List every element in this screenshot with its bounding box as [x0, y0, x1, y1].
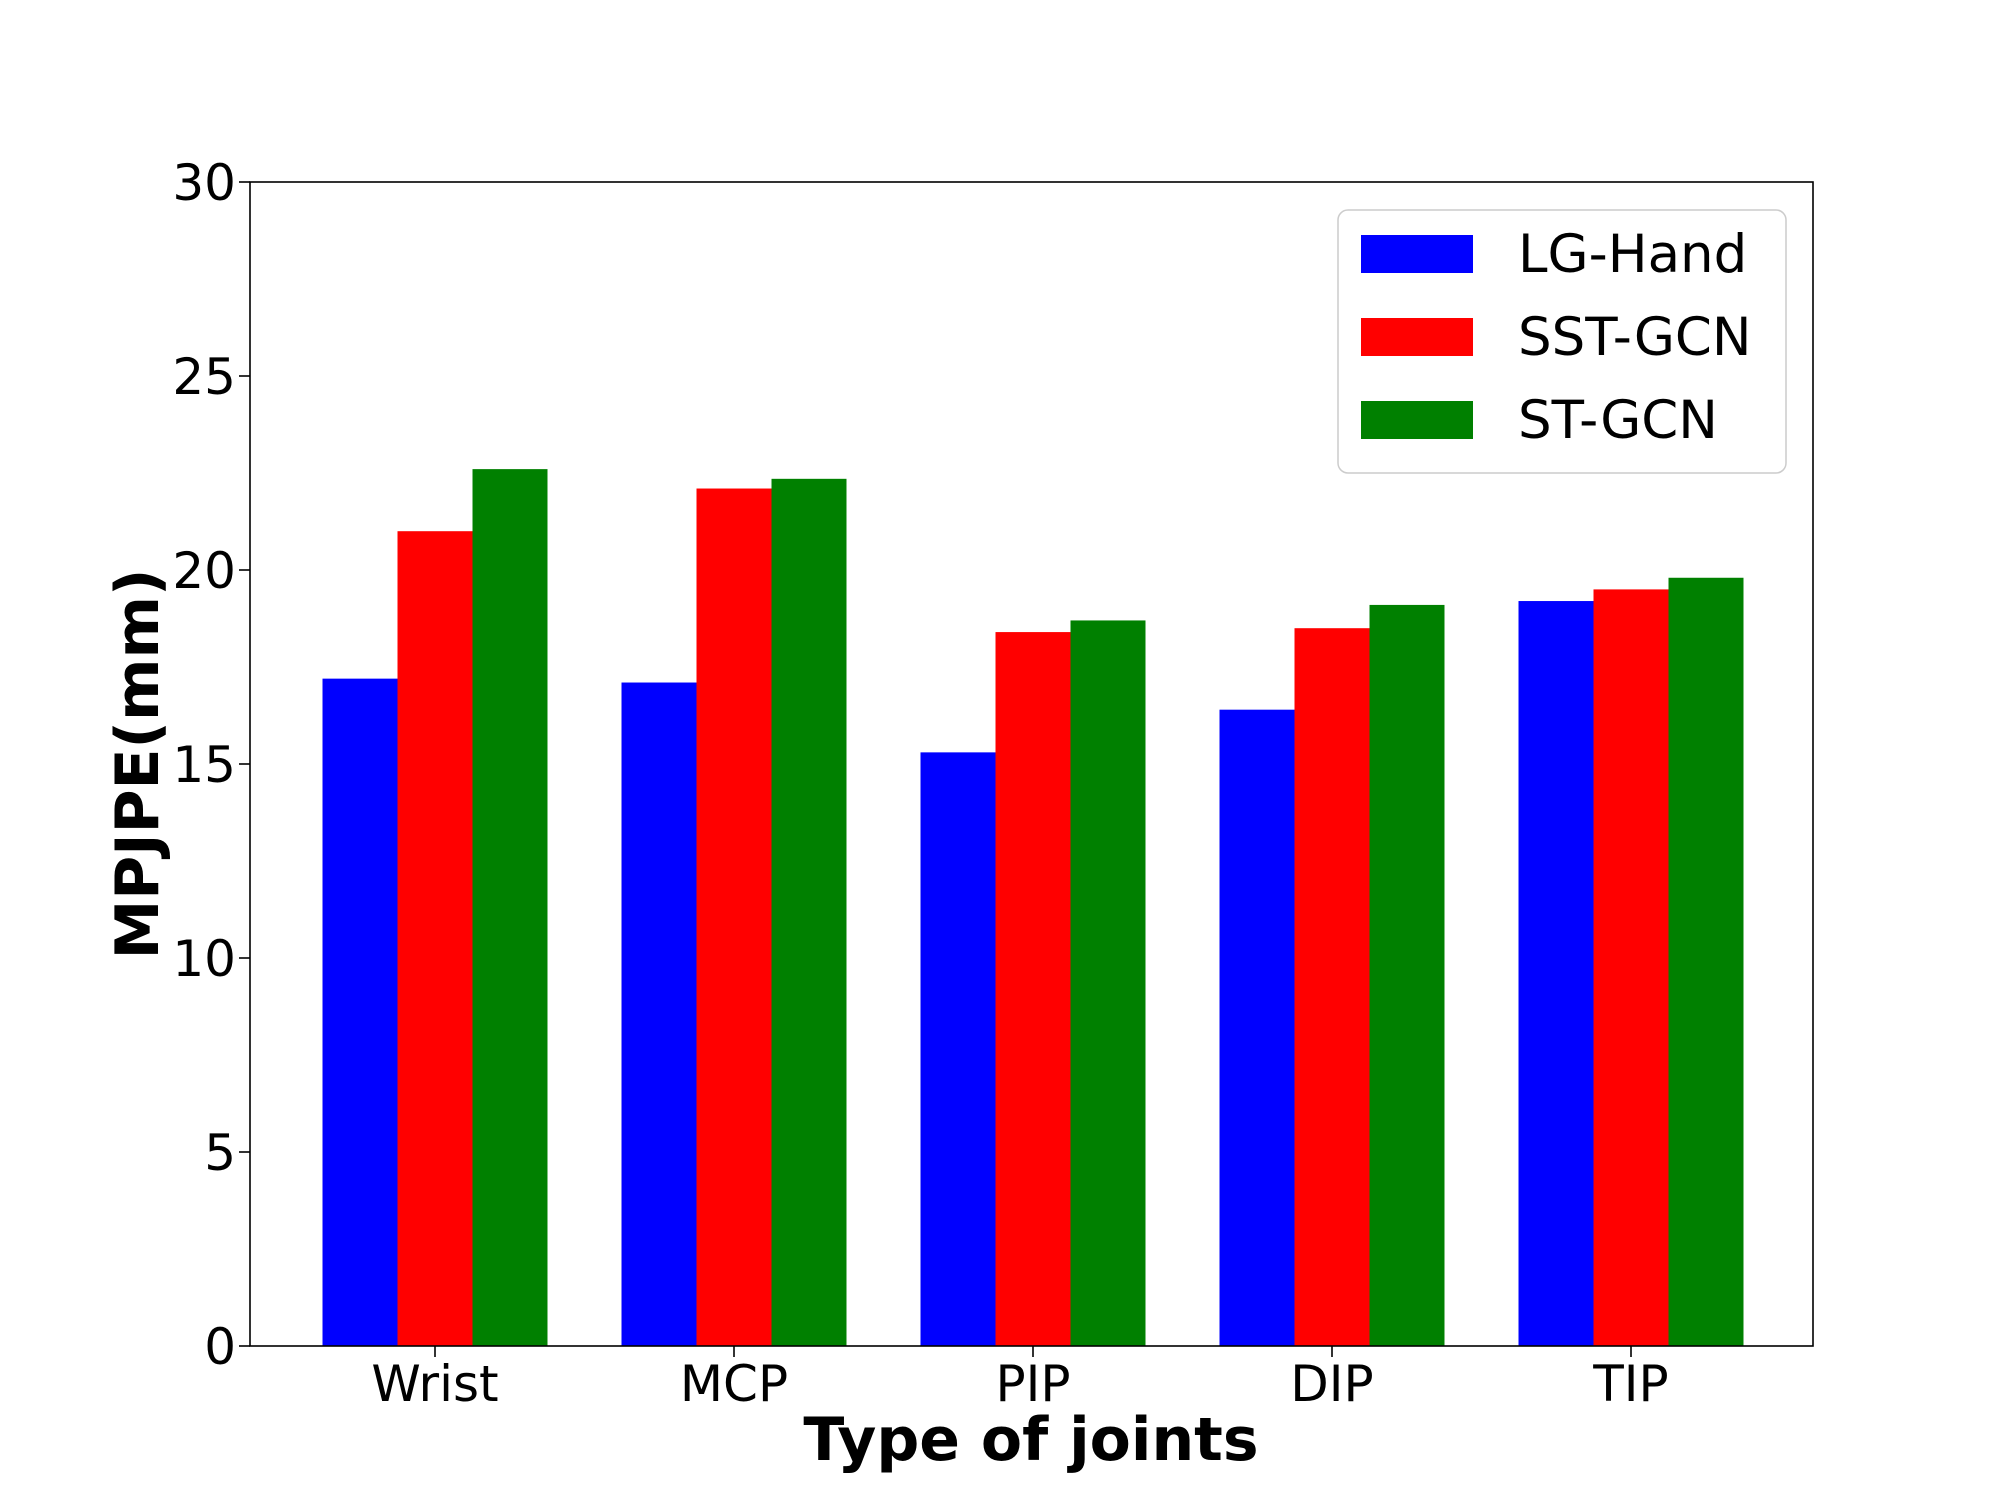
legend-label-sst-gcn: SST-GCN [1518, 307, 1752, 368]
x-tick-label: MCP [680, 1355, 788, 1413]
bar-lg-hand-dip [1219, 709, 1295, 1346]
y-tick-label: 0 [204, 1318, 236, 1376]
bar-lg-hand-pip [920, 752, 996, 1346]
legend: LG-Hand SST-GCN ST-GCN [1337, 209, 1787, 474]
bar-st-gcn-wrist [472, 469, 548, 1346]
bar-lg-hand-tip [1518, 601, 1594, 1346]
y-tick-label: 25 [172, 348, 236, 406]
legend-label-st-gcn: ST-GCN [1518, 390, 1718, 451]
x-tick-label: Wrist [371, 1355, 498, 1413]
bar-st-gcn-dip [1369, 604, 1445, 1346]
y-tick-label: 20 [172, 542, 236, 600]
legend-label-lg-hand: LG-Hand [1518, 224, 1747, 285]
bar-sst-gcn-tip [1593, 589, 1669, 1346]
x-axis: Wrist MCP PIP DIP TIP [371, 1346, 1669, 1413]
x-tick-label: PIP [995, 1355, 1070, 1413]
y-axis: 0 5 10 15 20 25 30 [172, 154, 250, 1376]
y-tick-label: 15 [172, 736, 236, 794]
bar-sst-gcn-mcp [696, 488, 772, 1346]
x-tick-label: DIP [1290, 1355, 1373, 1413]
bar-sst-gcn-dip [1294, 628, 1370, 1346]
legend-swatch-st-gcn [1361, 401, 1473, 439]
legend-swatch-lg-hand [1361, 235, 1473, 273]
bars-group [322, 469, 1744, 1346]
x-axis-title: Type of joints [803, 1405, 1258, 1475]
y-tick-label: 30 [172, 154, 236, 212]
x-tick-label: TIP [1592, 1355, 1668, 1413]
y-tick-label: 10 [172, 930, 236, 988]
bar-st-gcn-tip [1668, 577, 1744, 1346]
y-tick-label: 5 [204, 1124, 236, 1182]
bar-lg-hand-wrist [322, 678, 398, 1346]
bar-sst-gcn-pip [995, 632, 1071, 1346]
bar-lg-hand-mcp [621, 682, 697, 1346]
bar-st-gcn-mcp [771, 478, 847, 1346]
y-axis-title: MPJPE(mm) [103, 569, 173, 960]
bar-st-gcn-pip [1070, 620, 1146, 1346]
bar-sst-gcn-wrist [397, 531, 473, 1346]
legend-swatch-sst-gcn [1361, 318, 1473, 356]
